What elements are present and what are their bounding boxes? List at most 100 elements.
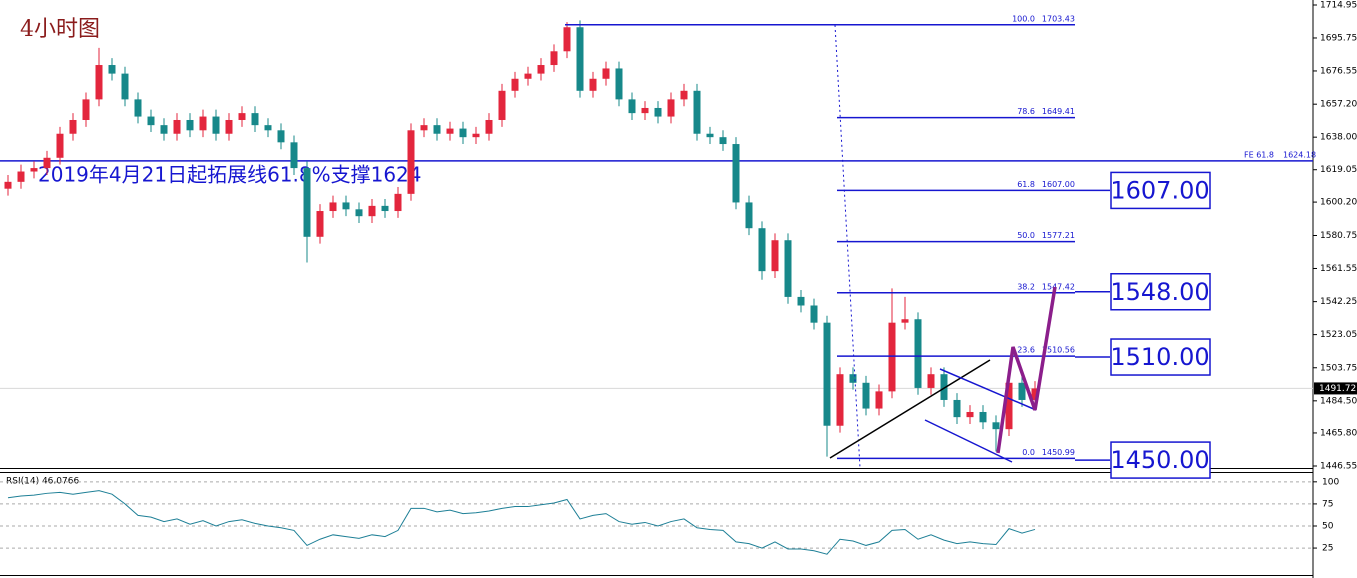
- candle-body: [485, 119, 493, 134]
- candle-body: [771, 240, 779, 272]
- candle-body: [901, 319, 909, 323]
- target-label: 1450.00: [1110, 446, 1209, 474]
- candle-body: [368, 205, 376, 217]
- fib-ratio: 100.0: [1012, 14, 1035, 23]
- fib-ratio: 0.0: [1022, 448, 1035, 457]
- candle-body: [576, 27, 584, 91]
- y-tick-label: 1580.75: [1320, 231, 1357, 241]
- annotation: 2019年4月21日起拓展线61.8%支撑1624: [38, 162, 422, 186]
- channel-line: [939, 368, 1037, 411]
- candle-body: [407, 130, 415, 194]
- candle-body: [4, 181, 12, 189]
- candle-body: [30, 168, 38, 172]
- projection-zigzag: [996, 286, 1057, 454]
- candle-body: [121, 73, 129, 100]
- candle-body: [693, 90, 701, 134]
- candle-body: [134, 99, 142, 117]
- candle-body: [719, 137, 727, 145]
- target-label: 1607.00: [1110, 176, 1209, 204]
- candle-body: [628, 99, 636, 114]
- candle-body: [914, 319, 922, 388]
- candle-body: [654, 107, 662, 117]
- candle-body: [732, 144, 740, 203]
- fib-price: 1547.42: [1042, 282, 1075, 291]
- y-tick-label: 1484.50: [1320, 396, 1357, 406]
- fib-ratio: 23.6: [1017, 346, 1035, 355]
- fe-value: 1624.18: [1283, 150, 1316, 159]
- fib-price: 1607.00: [1042, 180, 1075, 189]
- candle-body: [875, 391, 883, 409]
- y-tick-label: 1523.05: [1320, 330, 1357, 340]
- target-box: [1110, 273, 1211, 311]
- candle-body: [186, 119, 194, 131]
- y-tick-label: 100: [1322, 477, 1339, 487]
- candle-body: [849, 374, 857, 383]
- candle-body: [303, 168, 311, 237]
- candle-body: [199, 116, 207, 131]
- y-tick-label: 1503.75: [1320, 363, 1357, 373]
- rsi-line: [7, 490, 1036, 555]
- candle-body: [589, 78, 597, 91]
- target-box: [1110, 171, 1211, 210]
- fib-ratio: 61.8: [1017, 180, 1035, 189]
- candle-body: [43, 157, 51, 169]
- candle-body: [316, 211, 324, 237]
- y-tick-label: 1542.25: [1320, 297, 1357, 307]
- fib-price: 1577.21: [1042, 231, 1075, 240]
- candle-body: [836, 374, 844, 426]
- candle-body: [979, 411, 987, 423]
- candle-body: [927, 374, 935, 388]
- candle-body: [342, 202, 350, 210]
- y-tick-label: 1619.05: [1320, 165, 1357, 175]
- candle-body: [173, 119, 181, 134]
- candle-body: [862, 382, 870, 409]
- y-tick-label: 1657.20: [1320, 100, 1357, 110]
- fib-ratio: 50.0: [1017, 231, 1035, 240]
- candle-body: [355, 209, 363, 217]
- candle-body: [641, 107, 649, 114]
- y-tick-label: 1638.00: [1320, 133, 1357, 143]
- candle-body: [966, 411, 974, 418]
- y-tick-label: 50: [1322, 521, 1334, 531]
- candle-body: [108, 65, 116, 74]
- candle-body: [992, 422, 1000, 430]
- target-box: [1110, 338, 1211, 376]
- fib-price: 1510.56: [1042, 346, 1075, 355]
- candle-body: [680, 90, 688, 100]
- candle-body: [459, 128, 467, 138]
- candle-body: [17, 171, 25, 182]
- y-tick-label: 25: [1322, 544, 1333, 554]
- candle-body: [69, 119, 77, 134]
- candle-body: [667, 99, 675, 117]
- last-price-label: 1491.72: [1319, 384, 1356, 394]
- candle-body: [940, 374, 948, 400]
- fe-label: FE 61.8: [1244, 150, 1274, 159]
- candle-body: [433, 125, 441, 134]
- candle-body: [745, 202, 753, 229]
- candle-body: [888, 322, 896, 392]
- candle-body: [706, 133, 714, 138]
- y-tick-label: 1714.95: [1320, 0, 1357, 10]
- candle-body: [810, 305, 818, 323]
- candle-body: [446, 128, 454, 134]
- y-tick-label: 1465.80: [1320, 428, 1357, 438]
- fib-ratio: 38.2: [1017, 282, 1035, 291]
- candle-body: [511, 78, 519, 91]
- y-tick-label: 1695.75: [1320, 33, 1357, 43]
- candle-body: [225, 119, 233, 134]
- candle-body: [550, 51, 558, 66]
- fib-price: 1649.41: [1042, 107, 1075, 116]
- candle-body: [160, 125, 168, 134]
- candle-body: [238, 113, 246, 120]
- candle-body: [212, 116, 220, 134]
- target-label: 1510.00: [1110, 343, 1209, 371]
- last-price-box: [1314, 382, 1357, 395]
- candle-body: [82, 99, 90, 120]
- chart-title: 4小时图: [20, 17, 100, 42]
- candle-body: [472, 133, 480, 138]
- channel-line: [924, 419, 1013, 463]
- y-tick-label: 1676.55: [1320, 66, 1357, 76]
- candle-body: [524, 73, 532, 79]
